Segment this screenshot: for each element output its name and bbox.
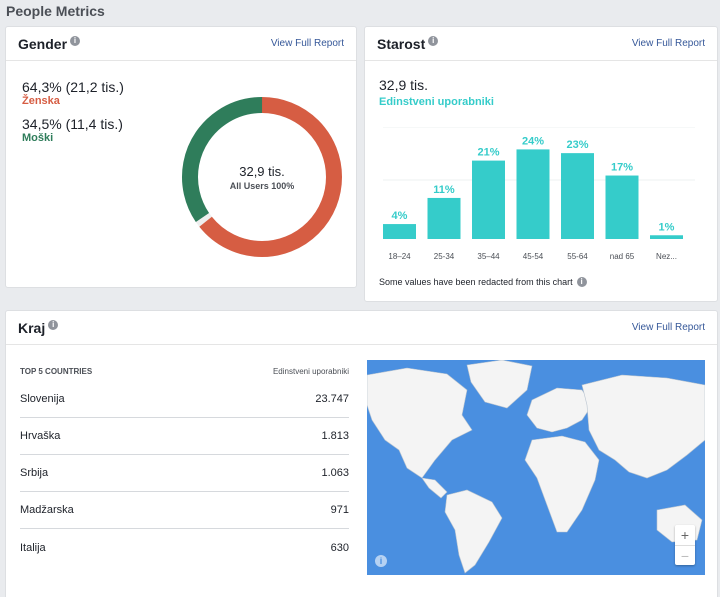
female-percentage: 64,3% (21,2 tis.) xyxy=(22,79,124,95)
info-icon[interactable]: i xyxy=(576,277,587,287)
country-users: 971 xyxy=(330,504,349,516)
map-info-icon[interactable]: i xyxy=(375,555,387,567)
country-users: 630 xyxy=(330,541,349,554)
age-tick-label: 25-34 xyxy=(434,252,455,261)
age-tick-label: Nez... xyxy=(656,252,677,261)
country-name: Madžarska xyxy=(20,504,74,516)
country-users: 23.747 xyxy=(315,393,349,405)
col-country-header: TOP 5 COUNTRIES xyxy=(20,366,93,376)
info-icon[interactable]: i xyxy=(70,35,81,46)
region-title: Kraj xyxy=(18,319,46,336)
gender-donut-svg xyxy=(180,95,344,259)
donut-segment-male[interactable] xyxy=(180,95,344,259)
country-name: Hrvaška xyxy=(20,430,61,442)
age-bar-value-label: 11% xyxy=(433,184,455,196)
countries-table: TOP 5 COUNTRIES Edinstveni uporabniki Sl… xyxy=(20,361,349,566)
age-tick-label: 18–24 xyxy=(388,252,411,261)
map-land-greenland xyxy=(466,360,533,409)
age-redacted-note: Some values have been redacted from this… xyxy=(379,277,587,287)
male-percentage: 34,5% (11,4 tis.) xyxy=(22,116,123,132)
table-row: Srbija 1.063 xyxy=(20,455,349,492)
age-bar-value-label: 4% xyxy=(392,210,408,222)
age-tick-label: 55-64 xyxy=(567,252,588,261)
age-bar-1[interactable] xyxy=(427,197,461,239)
table-row: Madžarska 971 xyxy=(20,492,349,529)
age-bar-6[interactable] xyxy=(650,235,683,239)
age-title: Starost xyxy=(377,35,426,52)
map-land-europe xyxy=(526,387,593,433)
age-note-text: Some values have been redacted from this… xyxy=(379,277,573,287)
gender-view-full-report-link[interactable]: View Full Report xyxy=(270,38,344,49)
gender-title: Gender xyxy=(18,35,68,52)
world-map[interactable]: + − i xyxy=(367,360,705,575)
female-label: Ženska xyxy=(22,95,60,107)
region-header: Kraj i View Full Report xyxy=(6,311,717,345)
age-bar-value-label: 23% xyxy=(566,139,588,151)
country-name: Slovenija xyxy=(20,393,65,405)
table-row: Hrvaška 1.813 xyxy=(20,418,349,455)
age-total: 32,9 tis. xyxy=(379,77,429,93)
donut-total: 32,9 tis. xyxy=(239,163,285,179)
table-row: Italija 630 xyxy=(20,529,349,566)
age-bar-3[interactable] xyxy=(516,149,550,239)
country-users: 1.063 xyxy=(321,467,349,479)
age-bar-value-label: 1% xyxy=(659,221,675,233)
col-users-header: Edinstveni uporabniki xyxy=(272,366,349,376)
age-tick-label: 35–44 xyxy=(477,252,500,261)
age-bar-value-label: 21% xyxy=(477,147,499,159)
map-land-asia xyxy=(581,374,705,479)
table-header: TOP 5 COUNTRIES Edinstveni uporabniki xyxy=(20,361,349,381)
age-title-wrap: Starost i xyxy=(377,35,439,52)
female-stat: 64,3% (21,2 tis.) Ženska xyxy=(22,79,124,107)
country-name: Italija xyxy=(20,541,46,554)
region-title-wrap: Kraj i xyxy=(18,319,59,336)
country-users: 1.813 xyxy=(321,430,349,442)
male-stat: 34,5% (11,4 tis.) Moški xyxy=(22,116,123,144)
info-icon[interactable]: i xyxy=(48,319,59,330)
age-card: Starost i View Full Report 32,9 tis. Edi… xyxy=(364,26,718,302)
gender-header: Gender i View Full Report xyxy=(6,27,356,61)
gender-donut: 32,9 tis. All Users 100% xyxy=(180,95,344,259)
age-bar-value-label: 24% xyxy=(522,135,544,147)
age-tick-label: nad 65 xyxy=(610,252,635,261)
map-land-north-america xyxy=(367,367,473,479)
donut-subtitle: All Users 100% xyxy=(229,180,295,191)
male-label: Moški xyxy=(22,132,54,144)
age-view-full-report-link[interactable]: View Full Report xyxy=(631,38,705,49)
map-land-central-america xyxy=(421,477,448,499)
donut-center: 32,9 tis. All Users 100% xyxy=(180,95,344,259)
age-subtitle: Edinstveni uporabniki xyxy=(379,96,494,108)
map-zoom-controls: + − xyxy=(675,525,695,565)
info-icon[interactable]: i xyxy=(428,35,439,46)
map-land-africa xyxy=(524,435,600,533)
zoom-out-button[interactable]: − xyxy=(675,545,695,565)
age-bar-2[interactable] xyxy=(472,160,505,239)
zoom-in-button[interactable]: + xyxy=(680,527,690,543)
age-bar-value-label: 17% xyxy=(611,162,633,174)
table-row: Slovenija 23.747 xyxy=(20,381,349,418)
age-bar-0[interactable] xyxy=(383,224,416,239)
world-map-svg xyxy=(367,360,705,574)
age-header: Starost i View Full Report xyxy=(365,27,717,61)
gender-card: Gender i View Full Report 64,3% (21,2 ti… xyxy=(5,26,357,288)
age-bar-chart: 4% 18–24 11% 25-34 21% 35–44 24% 45-54 23% 55-64 1… xyxy=(383,127,695,261)
gender-title-wrap: Gender i xyxy=(18,35,81,52)
table-body: Slovenija 23.747 Hrvaška 1.813 Srbija 1.… xyxy=(20,381,349,566)
age-bar-5[interactable] xyxy=(605,175,639,239)
region-view-full-report-link[interactable]: View Full Report xyxy=(631,322,705,333)
map-land-south-america xyxy=(444,489,503,574)
age-tick-label: 45-54 xyxy=(523,252,544,261)
region-card: Kraj i View Full Report TOP 5 COUNTRIES … xyxy=(5,310,718,597)
age-bar-4[interactable] xyxy=(561,153,594,239)
country-name: Srbija xyxy=(20,467,49,479)
page-title: People Metrics xyxy=(6,3,105,19)
